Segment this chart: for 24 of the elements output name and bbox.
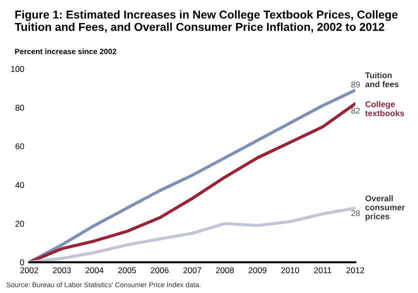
series-label: College textbooks <box>365 101 404 116</box>
x-tick-label: 2009 <box>248 267 266 274</box>
y-tick-label: 80 <box>15 104 24 111</box>
x-tick-label: 2010 <box>281 267 300 274</box>
x-tick-label: 2006 <box>150 267 169 274</box>
x-tick-label: 2012 <box>346 267 364 274</box>
y-tick-label: 100 <box>11 66 24 72</box>
x-tick-label: 2007 <box>183 267 202 274</box>
y-tick-label: 40 <box>15 182 24 188</box>
y-tick-label: 0 <box>20 259 24 266</box>
y-tick-label: 20 <box>16 220 24 227</box>
series-label: Tuition and fees <box>365 72 399 88</box>
data-label: 28 <box>351 210 360 216</box>
data-label: 82 <box>351 108 360 114</box>
x-tick-label: 2003 <box>53 267 71 274</box>
series-label: Overall consumer prices <box>365 195 405 221</box>
x-tick-label: 2002 <box>20 267 38 274</box>
y-tick-label: 60 <box>16 143 24 150</box>
data-label: 89 <box>351 82 360 88</box>
x-tick-label: 2004 <box>86 267 104 274</box>
x-tick-label: 2008 <box>216 267 234 274</box>
x-tick-label: 2005 <box>118 267 136 274</box>
x-tick-label: 2011 <box>314 267 332 274</box>
chart-title: Figure 1: Estimated Increases in New College Textbook Prices, College Tuition and Fees, and Overall Consumer Price Inflation, 2002 to 2012 <box>14 10 398 33</box>
